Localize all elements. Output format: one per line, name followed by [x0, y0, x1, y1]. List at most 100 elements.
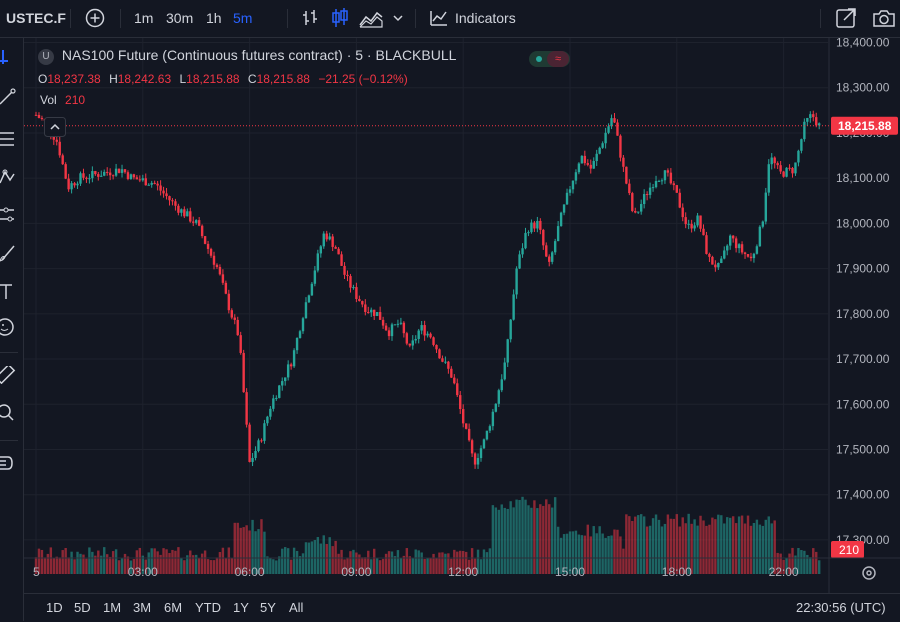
emoji-icon[interactable] — [0, 318, 16, 336]
candle-body — [384, 325, 388, 331]
indicators-icon[interactable] — [429, 8, 449, 28]
range-1y-button[interactable]: 1Y — [233, 600, 249, 615]
brush-icon[interactable] — [0, 244, 16, 262]
interval-30m-button[interactable]: 30m — [166, 10, 194, 26]
volume-bar — [378, 560, 382, 574]
volume-bar — [67, 557, 70, 574]
fib-retracement-icon[interactable] — [0, 130, 16, 148]
interval-1h-button[interactable]: 1h — [206, 10, 222, 26]
volume-bar — [108, 556, 112, 574]
fullscreen-icon[interactable] — [835, 7, 857, 29]
candle-body — [678, 192, 681, 208]
volume-bar — [120, 558, 124, 574]
volume-bar — [111, 551, 115, 574]
range-ytd-button[interactable]: YTD — [195, 600, 221, 615]
volume-bar — [521, 496, 524, 574]
candle-body — [209, 248, 213, 256]
volume-bar — [583, 535, 587, 574]
candle-body — [103, 171, 106, 176]
candle-body — [663, 170, 667, 181]
volume-bar — [527, 505, 530, 574]
volume-bar — [340, 549, 343, 574]
range-5d-button[interactable]: 5D — [74, 600, 91, 615]
volume-bar — [699, 515, 702, 574]
drawing-toolbar — [0, 38, 24, 621]
chevron-down-icon[interactable] — [393, 13, 403, 23]
bar-style-icon[interactable] — [300, 8, 320, 28]
interval-1m-button[interactable]: 1m — [134, 10, 154, 26]
ruler-icon[interactable] — [0, 366, 16, 384]
candle-body — [67, 178, 70, 190]
candle-body — [331, 236, 334, 247]
candle-body — [740, 244, 744, 253]
volume-bar — [358, 554, 361, 574]
volume-bar — [381, 558, 385, 574]
volume-bar — [129, 560, 133, 574]
indicators-button[interactable]: Indicators — [455, 10, 516, 26]
volume-bar — [159, 554, 162, 574]
candle-body — [325, 233, 328, 240]
candle-body — [479, 448, 483, 459]
candle-body — [758, 226, 762, 247]
candle-body — [743, 252, 747, 255]
volume-bar — [295, 550, 299, 574]
candle-body — [177, 205, 180, 213]
prediction-icon[interactable] — [0, 206, 16, 224]
candle-body — [628, 183, 631, 194]
symbol-search-button[interactable]: USTEC.F — [6, 10, 66, 26]
volume-bar — [794, 555, 797, 574]
trend-line-icon[interactable] — [0, 88, 16, 106]
candle-body — [690, 223, 693, 229]
range-all-button[interactable]: All — [289, 600, 304, 615]
candle-body — [553, 241, 557, 253]
volume-bar — [183, 560, 186, 574]
clock-timezone[interactable]: 22:30:56 (UTC) — [796, 600, 886, 615]
candle-style-icon[interactable] — [330, 7, 350, 29]
volume-bar — [503, 507, 506, 574]
candle-body — [693, 225, 696, 229]
y-tick-label: 18,100.00 — [836, 171, 890, 185]
volume-bar — [70, 551, 73, 574]
pattern-icon[interactable] — [0, 168, 16, 186]
candle-body — [803, 121, 806, 140]
candle-body — [429, 333, 432, 338]
zoom-icon[interactable] — [0, 404, 16, 422]
price-chart[interactable]: 18,400.0018,300.0018,200.0018,100.0018,0… — [24, 38, 900, 593]
volume-bar — [123, 553, 127, 574]
candle-body — [218, 266, 222, 275]
candle-body — [334, 246, 337, 249]
interval-5m-button[interactable]: 5m — [233, 10, 253, 26]
range-1d-button[interactable]: 1D — [46, 600, 63, 615]
candle-body — [651, 187, 655, 189]
candle-body — [117, 168, 121, 173]
candle-body — [773, 157, 776, 164]
magnet-icon[interactable] — [0, 454, 16, 472]
symbol-title[interactable]: NAS100 Future (Continuous futures contra… — [61, 47, 457, 63]
candle-body — [100, 175, 103, 177]
volume-bar — [731, 516, 735, 574]
plus-circle-icon[interactable] — [85, 8, 105, 28]
volume-bar — [328, 537, 331, 574]
text-tool-icon[interactable] — [0, 282, 16, 300]
crosshair-icon[interactable] — [0, 50, 16, 68]
candle-body — [138, 179, 142, 181]
volume-bar — [663, 523, 667, 574]
candle-body — [696, 215, 699, 226]
camera-icon[interactable] — [872, 8, 896, 28]
market-status-badge[interactable]: ≈ — [529, 51, 570, 67]
collapse-legend-icon[interactable] — [44, 117, 66, 137]
candle-body — [411, 340, 414, 346]
range-3m-button[interactable]: 3M — [133, 600, 152, 615]
range-6m-button[interactable]: 6M — [164, 600, 183, 615]
settings-icon[interactable] — [862, 566, 876, 580]
volume-bar — [384, 553, 388, 574]
volume-bar — [346, 557, 349, 574]
candle-body — [284, 377, 287, 382]
range-1m-button[interactable]: 1M — [103, 600, 122, 615]
volume-bar — [752, 522, 756, 574]
candle-body — [180, 209, 183, 213]
range-5y-button[interactable]: 5Y — [260, 600, 276, 615]
area-style-icon[interactable] — [358, 8, 384, 28]
volume-bar — [708, 524, 711, 574]
volume-bar — [800, 550, 803, 574]
